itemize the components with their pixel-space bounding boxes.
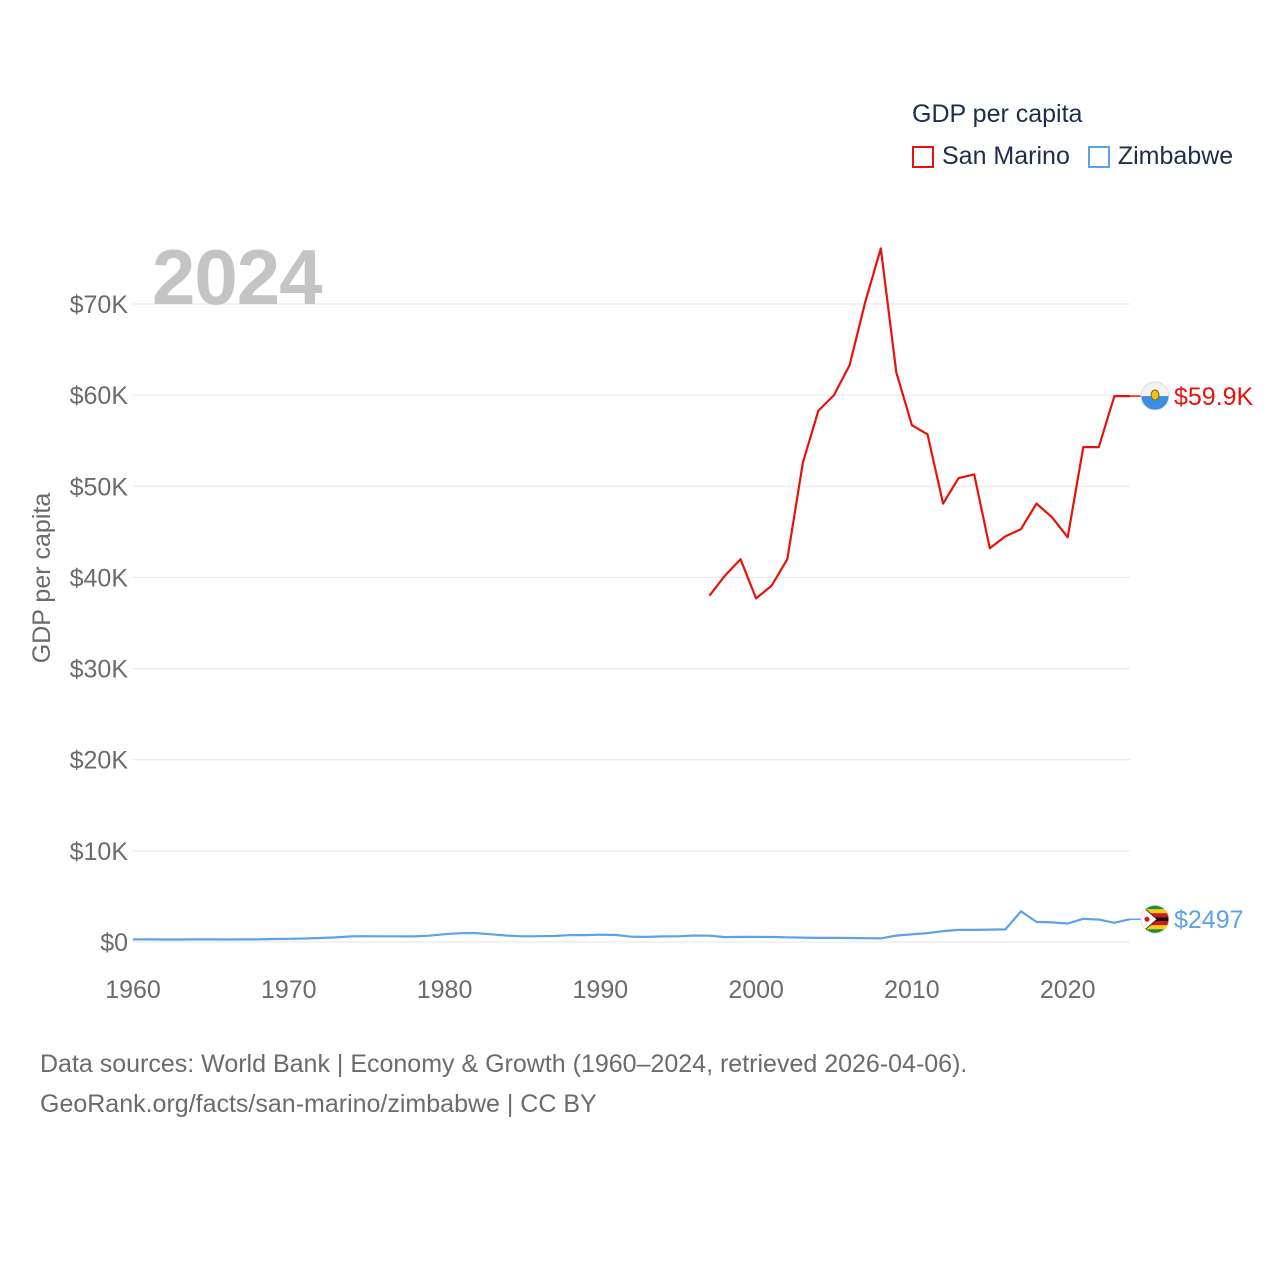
series-line-san-marino [708,247,1130,600]
legend-item-san-marino[interactable]: San Marino [912,142,1070,171]
gridlines [133,303,1130,943]
legend-swatch-san-marino [912,145,934,168]
legend-label-san-marino: San Marino [942,142,1070,170]
y-tick-label: $40K [70,564,129,592]
series-line-zimbabwe [133,910,1131,941]
y-tick-label: $70K [70,291,129,319]
year-label: 2024 [152,233,323,321]
y-tick-label: $60K [70,382,129,410]
x-tick-label: 2020 [1040,976,1096,1004]
legend: San Marino Zimbabwe [912,142,1251,171]
y-tick-label: $0 [100,929,128,957]
y-axis-label: GDP per capita [28,493,56,664]
y-tick-label: $50K [70,473,129,501]
legend-title: GDP per capita [912,100,1083,128]
zimbabwe-flag-icon [1140,904,1170,934]
data-source: Data sources: World Bank | Economy & Gro… [40,1044,967,1124]
series-lines [133,247,1131,941]
legend-item-zimbabwe[interactable]: Zimbabwe [1087,142,1234,171]
legend-swatch-zimbabwe [1087,145,1110,168]
x-tick-label: 1960 [105,976,161,1004]
source-line-2: GeoRank.org/facts/san-marino/zimbabwe | … [40,1090,597,1118]
x-tick-label: 1990 [573,976,629,1004]
series-end-label: $59.9K [1174,383,1254,411]
x-tick-label: 2000 [728,976,784,1004]
y-tick-label: $10K [70,838,129,866]
x-tick-label: 2010 [884,976,940,1004]
x-axis-ticks: 1960 1970 1980 1990 2000 2010 2020 [105,976,1095,1004]
legend-label-zimbabwe: Zimbabwe [1117,142,1234,170]
san-marino-flag-icon [1140,381,1170,411]
series-end-markers: $59.9K $2497 [1130,381,1254,934]
x-tick-label: 1980 [417,976,473,1004]
y-axis-ticks: $0 $10K $20K $30K $40K $50K $60K $70K [70,291,129,957]
x-tick-label: 1970 [261,976,317,1004]
y-tick-label: $20K [70,747,129,775]
y-tick-label: $30K [70,656,129,684]
source-line-1: Data sources: World Bank | Economy & Gro… [40,1050,968,1078]
series-end-label: $2497 [1174,906,1244,934]
